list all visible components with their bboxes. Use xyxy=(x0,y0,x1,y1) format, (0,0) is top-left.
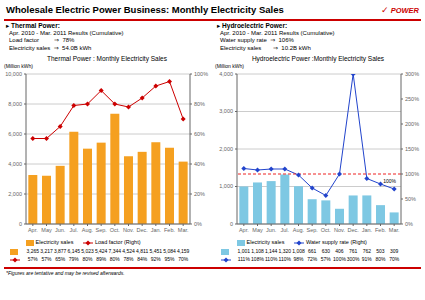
svg-text:6,000: 6,000 xyxy=(8,131,22,137)
html-text:72% 57% 100% 300% 91%: 72% 57% 100% 300% 91% xyxy=(307,256,372,262)
html-text:▸ Thermal Power:: ▸ Thermal Power: xyxy=(6,22,60,29)
svg-text:100%: 100% xyxy=(405,171,419,177)
html-text:Load factor (Right): Load factor (Right) xyxy=(95,239,141,245)
svg-text:Oct.: Oct. xyxy=(321,227,332,233)
svg-text:Sep.: Sep. xyxy=(96,227,108,233)
html-text:(Million kWh): (Million kWh) xyxy=(4,63,33,69)
html-text:Apr. 2010 - Mar. 2011 Results: Apr. 2010 - Mar. 2011 Results (Cumulativ… xyxy=(9,29,124,36)
svg-text:10,000: 10,000 xyxy=(5,71,22,77)
html-text:57%: 57% xyxy=(41,256,52,262)
svg-text:100%: 100% xyxy=(194,71,208,77)
svg-text:Jan.: Jan. xyxy=(151,227,162,233)
html-text:78%: 78% xyxy=(123,256,134,262)
svg-text:Apr.: Apr. xyxy=(239,227,249,233)
html-text:111% 108% 110% 110% 98%: 111% 108% 110% 110% 98% xyxy=(237,256,304,262)
html-text:(Million kWh): (Million kWh) xyxy=(215,63,244,69)
html-text:Apr. 2010 - Mar. 2011 Results: Apr. 2010 - Mar. 2011 Results (Cumulativ… xyxy=(220,29,335,36)
svg-text:0: 0 xyxy=(230,221,233,227)
html-text:761: 761 xyxy=(349,248,358,254)
svg-text:3,000: 3,000 xyxy=(219,108,233,114)
svg-text:20%: 20% xyxy=(194,191,205,197)
svg-text:250%: 250% xyxy=(405,96,419,102)
html-text:84% 92%: 84% 92% xyxy=(137,256,161,262)
html-text:406: 406 xyxy=(335,248,344,254)
html-text:309: 309 xyxy=(390,248,399,254)
html-text:630: 630 xyxy=(321,248,330,254)
svg-text:300%: 300% xyxy=(405,71,419,77)
svg-text:Nov.: Nov. xyxy=(123,227,134,233)
html-text:57%: 57% xyxy=(27,256,38,262)
html-text:1,001 1,108 1,144 1,320 1,008: 1,001 1,108 1,144 1,320 1,008 xyxy=(237,248,305,254)
svg-text:Dec.: Dec. xyxy=(348,227,360,233)
svg-text:Feb.: Feb. xyxy=(375,227,386,233)
svg-text:May: May xyxy=(41,227,52,233)
html-text:503: 503 xyxy=(376,248,385,254)
html-text:762: 762 xyxy=(362,248,371,254)
svg-text:May: May xyxy=(252,227,263,233)
svg-text:40%: 40% xyxy=(194,161,205,167)
html-text:3,265 3,217 3,877 6,145 5,023: 3,265 3,217 3,877 6,145 5,023 5,424 7,34… xyxy=(26,248,190,254)
html-text:Water supply rate ⇒ 106%: Water supply rate ⇒ 106% xyxy=(220,37,294,43)
svg-text:2,000: 2,000 xyxy=(219,146,233,152)
svg-text:1,000: 1,000 xyxy=(219,183,233,189)
html-text:80%: 80% xyxy=(82,256,93,262)
svg-text:Sep.: Sep. xyxy=(307,227,319,233)
svg-text:Nov.: Nov. xyxy=(334,227,345,233)
html-text:Electricity sales: Electricity sales xyxy=(246,239,285,245)
svg-text:0: 0 xyxy=(19,221,22,227)
svg-text:60%: 60% xyxy=(194,131,205,137)
svg-text:Jun.: Jun. xyxy=(266,227,277,233)
svg-text:Jul.: Jul. xyxy=(70,227,79,233)
svg-text:Jul.: Jul. xyxy=(281,227,290,233)
svg-text:Apr.: Apr. xyxy=(28,227,38,233)
svg-text:Jan.: Jan. xyxy=(362,227,373,233)
html-text:Water supply rate (Right): Water supply rate (Right) xyxy=(306,239,367,245)
svg-text:100%: 100% xyxy=(383,178,396,184)
html-text:65% 79%: 65% 79% xyxy=(55,256,79,262)
html-text:80%: 80% xyxy=(375,256,386,262)
svg-text:0%: 0% xyxy=(194,221,202,227)
html-text:Electricity sales ⇒ 10.2B kWh: Electricity sales ⇒ 10.2B kWh xyxy=(220,44,311,51)
svg-text:Aug.: Aug. xyxy=(293,227,305,233)
svg-text:50%: 50% xyxy=(405,196,416,202)
html-text:Load factor ⇒ 78%: Load factor ⇒ 78% xyxy=(9,37,75,43)
html-text:Hydroelectric Power :Monthly E: Hydroelectric Power :Monthly Electricity… xyxy=(251,55,385,62)
html-text:▸ Hydroelectric Power:: ▸ Hydroelectric Power: xyxy=(217,22,288,29)
svg-text:4,000: 4,000 xyxy=(219,71,233,77)
svg-text:Aug.: Aug. xyxy=(82,227,94,233)
svg-text:200%: 200% xyxy=(405,121,419,127)
svg-text:4,000: 4,000 xyxy=(8,161,22,167)
html-text:Electricity sales ⇒ 54.0B kWh: Electricity sales ⇒ 54.0B kWh xyxy=(9,44,92,51)
svg-text:Oct.: Oct. xyxy=(110,227,121,233)
svg-text:Feb.: Feb. xyxy=(164,227,175,233)
svg-text:Jun.: Jun. xyxy=(55,227,66,233)
svg-text:150%: 150% xyxy=(405,146,419,152)
html-text:✓ POWER: ✓ POWER xyxy=(381,5,419,15)
html-text:70%: 70% xyxy=(178,256,189,262)
html-text:661: 661 xyxy=(308,248,317,254)
svg-text:Mar.: Mar. xyxy=(178,227,189,233)
html-text:Wholesale Electric Power Busin: Wholesale Electric Power Business: Month… xyxy=(6,4,284,15)
svg-text:0%: 0% xyxy=(405,221,413,227)
svg-text:2,000: 2,000 xyxy=(8,191,22,197)
html-text:89% 80%: 89% 80% xyxy=(96,256,120,262)
html-text:Thermal Power : Monthly Electr: Thermal Power : Monthly Electricity Sale… xyxy=(47,55,167,62)
svg-text:Dec.: Dec. xyxy=(137,227,149,233)
svg-text:80%: 80% xyxy=(194,101,205,107)
html-text:95%: 95% xyxy=(164,256,175,262)
svg-text:Mar.: Mar. xyxy=(389,227,400,233)
svg-text:8,000: 8,000 xyxy=(8,101,22,107)
html-text:Electricity sales: Electricity sales xyxy=(35,239,74,245)
html-text:*Figures are tentative and may: *Figures are tentative and may be revise… xyxy=(6,270,125,276)
html-text:70%: 70% xyxy=(389,256,400,262)
